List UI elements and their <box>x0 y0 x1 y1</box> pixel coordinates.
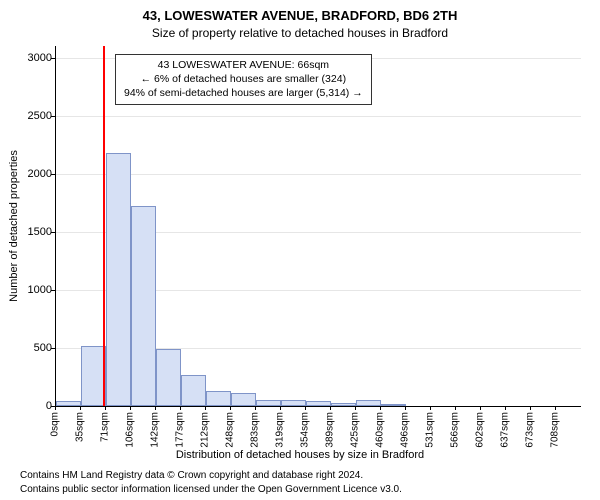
histogram-bar <box>331 403 356 406</box>
annotation-line: ← 6% of detached houses are smaller (324… <box>124 72 363 86</box>
histogram-bar <box>381 404 406 406</box>
x-tick-label: 602sqm <box>475 412 486 448</box>
y-tick-label: 0 <box>7 400 52 412</box>
histogram-bar <box>156 349 181 406</box>
x-tick-label: 248sqm <box>225 412 236 448</box>
annotation-box: 43 LOWESWATER AVENUE: 66sqm← 6% of detac… <box>115 54 372 105</box>
y-tick-mark <box>51 116 55 117</box>
y-tick-label: 1500 <box>7 226 52 238</box>
x-tick-mark <box>480 406 481 410</box>
y-tick-mark <box>51 174 55 175</box>
x-tick-mark <box>530 406 531 410</box>
x-tick-mark <box>80 406 81 410</box>
x-tick-label: 212sqm <box>200 412 211 448</box>
property-marker-line <box>103 46 105 406</box>
footer-copyright-2: Contains public sector information licen… <box>20 484 402 495</box>
y-tick-label: 3000 <box>7 52 52 64</box>
x-tick-mark <box>555 406 556 410</box>
x-tick-label: 708sqm <box>550 412 561 448</box>
x-tick-mark <box>305 406 306 410</box>
x-tick-label: 71sqm <box>100 412 111 442</box>
y-tick-mark <box>51 290 55 291</box>
x-tick-mark <box>455 406 456 410</box>
x-tick-mark <box>430 406 431 410</box>
x-tick-mark <box>205 406 206 410</box>
y-tick-label: 500 <box>7 342 52 354</box>
x-tick-label: 566sqm <box>450 412 461 448</box>
x-tick-label: 354sqm <box>300 412 311 448</box>
histogram-bar <box>131 206 156 406</box>
x-tick-mark <box>405 406 406 410</box>
chart-title-main: 43, LOWESWATER AVENUE, BRADFORD, BD6 2TH <box>0 8 600 23</box>
x-tick-label: 106sqm <box>125 412 136 448</box>
annotation-line: 43 LOWESWATER AVENUE: 66sqm <box>124 58 363 72</box>
y-tick-label: 2500 <box>7 110 52 122</box>
x-tick-mark <box>105 406 106 410</box>
histogram-bar <box>256 400 281 406</box>
x-tick-mark <box>230 406 231 410</box>
histogram-bar <box>356 400 381 406</box>
annotation-line: 94% of semi-detached houses are larger (… <box>124 86 363 100</box>
x-tick-label: 425sqm <box>350 412 361 448</box>
x-tick-mark <box>180 406 181 410</box>
x-tick-label: 673sqm <box>525 412 536 448</box>
x-tick-label: 177sqm <box>175 412 186 448</box>
footer-copyright-1: Contains HM Land Registry data © Crown c… <box>20 470 363 481</box>
x-axis-label: Distribution of detached houses by size … <box>0 449 600 461</box>
y-tick-label: 2000 <box>7 168 52 180</box>
gridline <box>56 116 581 117</box>
gridline <box>56 174 581 175</box>
histogram-bar <box>106 153 131 406</box>
x-tick-label: 0sqm <box>50 412 61 436</box>
chart-title-sub: Size of property relative to detached ho… <box>0 26 600 40</box>
x-tick-mark <box>255 406 256 410</box>
x-tick-mark <box>380 406 381 410</box>
x-tick-mark <box>155 406 156 410</box>
y-tick-label: 1000 <box>7 284 52 296</box>
x-tick-label: 35sqm <box>75 412 86 442</box>
x-tick-label: 142sqm <box>150 412 161 448</box>
histogram-bar <box>231 393 256 406</box>
histogram-bar <box>181 375 206 406</box>
x-tick-mark <box>355 406 356 410</box>
histogram-bar <box>306 401 331 406</box>
x-tick-label: 460sqm <box>375 412 386 448</box>
x-tick-label: 283sqm <box>250 412 261 448</box>
x-tick-label: 319sqm <box>275 412 286 448</box>
x-tick-label: 637sqm <box>500 412 511 448</box>
y-tick-mark <box>51 232 55 233</box>
x-tick-label: 496sqm <box>400 412 411 448</box>
x-tick-label: 531sqm <box>425 412 436 448</box>
histogram-bar <box>281 400 306 406</box>
x-tick-label: 389sqm <box>325 412 336 448</box>
histogram-bar <box>206 391 231 406</box>
x-tick-mark <box>55 406 56 410</box>
x-tick-mark <box>505 406 506 410</box>
x-tick-mark <box>130 406 131 410</box>
x-tick-mark <box>280 406 281 410</box>
y-tick-mark <box>51 348 55 349</box>
y-tick-mark <box>51 58 55 59</box>
x-tick-mark <box>330 406 331 410</box>
histogram-bar <box>56 401 81 406</box>
